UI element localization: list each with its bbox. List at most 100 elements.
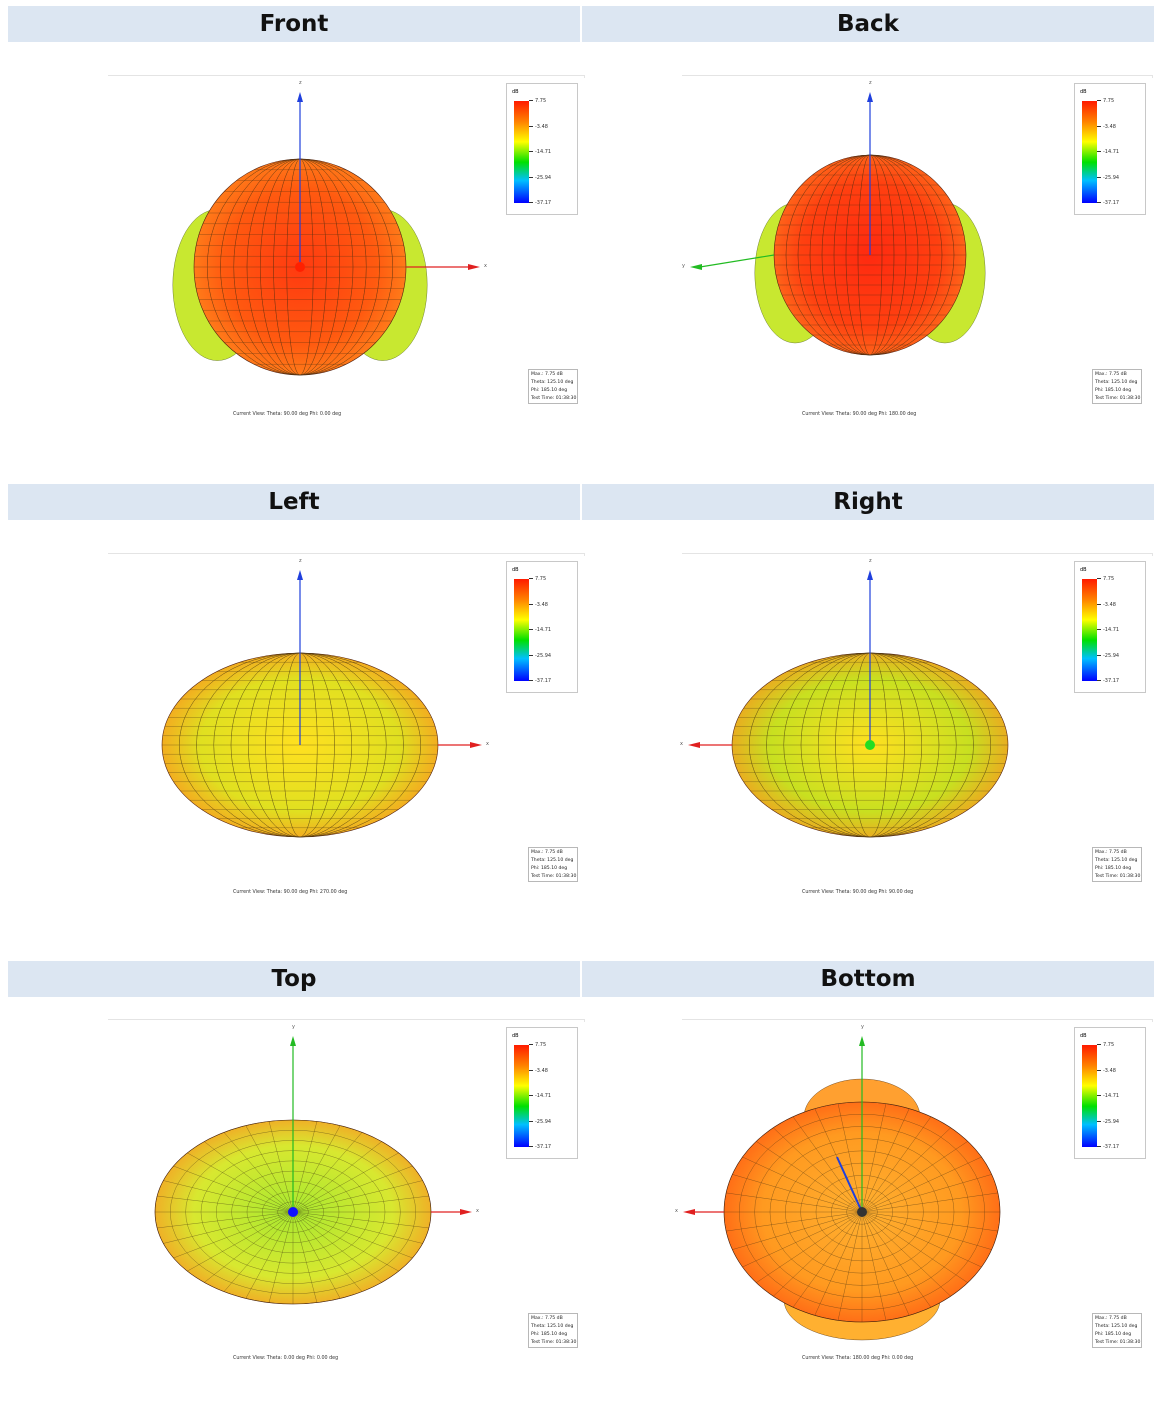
panel-front-main-lobe <box>194 159 406 375</box>
info-phi: Phi: 185.10 deg <box>531 865 575 873</box>
panel-top-max-info: Max.: 7.75 dB Theta: 125.10 deg Phi: 185.1… <box>528 1313 578 1348</box>
legend-color-bar <box>1082 579 1097 681</box>
panel-top-main-lobe <box>155 1120 431 1304</box>
legend-tick: -25.94 <box>529 1119 551 1125</box>
panel-bottom-lower-lobe <box>784 1260 940 1340</box>
panel-bottom-axis-up-arrow <box>859 1036 865 1046</box>
legend-tick: -37.17 <box>529 200 551 206</box>
legend-color-bar <box>514 101 529 203</box>
panel-left-mesh <box>162 653 438 837</box>
panel-left-max-info: Max.: 7.75 dB Theta: 125.10 deg Phi: 185.1… <box>528 847 578 882</box>
info-theta: Theta: 125.10 deg <box>531 1323 575 1331</box>
panel-front-axis-side-label: x <box>484 263 487 269</box>
panel-back-axis-side-label: y <box>682 263 685 269</box>
panel-right-main-lobe <box>732 653 1008 837</box>
info-max: Max.: 7.75 dB <box>1095 1315 1139 1323</box>
panel-front-side-lobe-right <box>338 209 427 360</box>
panel-right-center-marker <box>865 740 875 750</box>
panel-back-mesh <box>774 155 966 355</box>
panel-top-center-marker <box>288 1207 298 1217</box>
info-theta: Theta: 125.10 deg <box>1095 379 1139 387</box>
panel-right-axis-side-label: x <box>680 741 683 747</box>
panel-back-axis-side-arrow <box>690 264 702 270</box>
panel-top-color-legend: dB 7.75 -3.48 -14.71 -25.94 -37.17 <box>506 1027 578 1159</box>
legend-tick: 7.75 <box>1097 576 1114 582</box>
legend-tick: -25.94 <box>529 175 551 181</box>
panel-bottom-mesh <box>724 1102 1000 1322</box>
info-time: Test Time: 01:38:30 <box>531 1339 575 1347</box>
panel-front-color-legend: dB 7.75 -3.48 -14.71 -25.94 -37.17 <box>506 83 578 215</box>
panel-right-axis-up-label: z <box>869 558 872 564</box>
panel-top-current-view: Current View: Theta: 0.00 deg Phi: 0.00 … <box>233 1356 338 1361</box>
panel-right-current-view: Current View: Theta: 90.00 deg Phi: 90.0… <box>802 890 913 895</box>
legend-tick: -25.94 <box>1097 1119 1119 1125</box>
panel-top-plot-frame <box>108 1019 585 1022</box>
info-time: Test Time: 01:38:30 <box>531 873 575 881</box>
legend-tick: -25.94 <box>1097 653 1119 659</box>
panel-bottom-axis-side-arrow <box>683 1209 695 1215</box>
panel-left-current-view: Current View: Theta: 90.00 deg Phi: 270.… <box>233 890 347 895</box>
panel-right-axis-side-arrow <box>688 742 700 748</box>
legend-unit: dB <box>1080 1033 1087 1039</box>
panel-bottom-max-direction <box>837 1157 862 1212</box>
panel-right-axis-up-arrow <box>867 570 873 580</box>
panel-back-max-info: Max.: 7.75 dB Theta: 125.10 deg Phi: 185.1… <box>1092 369 1142 404</box>
info-max: Max.: 7.75 dB <box>1095 371 1139 379</box>
legend-color-bar <box>1082 101 1097 203</box>
info-theta: Theta: 125.10 deg <box>1095 857 1139 865</box>
panel-left-axis-side-label: x <box>486 741 489 747</box>
panel-right-color-legend: dB 7.75 -3.48 -14.71 -25.94 -37.17 <box>1074 561 1146 693</box>
info-time: Test Time: 01:38:30 <box>1095 395 1139 403</box>
legend-tick: -14.71 <box>1097 149 1119 155</box>
info-time: Test Time: 01:38:30 <box>1095 873 1139 881</box>
panel-back-axis-up-label: z <box>869 80 872 86</box>
panel-right-title: Right <box>582 484 1154 520</box>
panel-bottom-plot-frame <box>682 1019 1153 1022</box>
legend-color-bar <box>1082 1045 1097 1147</box>
info-phi: Phi: 185.10 deg <box>1095 387 1139 395</box>
panel-top-axis-side-label: x <box>476 1208 479 1214</box>
info-max: Max.: 7.75 dB <box>531 371 575 379</box>
legend-tick: -25.94 <box>1097 175 1119 181</box>
panel-top-mesh <box>155 1120 431 1304</box>
info-phi: Phi: 185.10 deg <box>1095 1331 1139 1339</box>
legend-unit: dB <box>1080 89 1087 95</box>
legend-unit: dB <box>512 1033 519 1039</box>
panel-back-title: Back <box>582 6 1154 42</box>
panel-bottom-axis-side-label: x <box>675 1208 678 1214</box>
info-max: Max.: 7.75 dB <box>531 1315 575 1323</box>
info-max: Max.: 7.75 dB <box>1095 849 1139 857</box>
panel-back-side-lobe-right <box>905 203 986 343</box>
info-time: Test Time: 01:38:30 <box>1095 1339 1139 1347</box>
panel-front-center-marker <box>295 262 305 272</box>
legend-tick: -25.94 <box>529 653 551 659</box>
panel-left-axis-up-arrow <box>297 570 303 580</box>
info-phi: Phi: 185.10 deg <box>531 387 575 395</box>
panel-bottom-upper-lobe <box>804 1079 920 1155</box>
legend-color-bar <box>514 1045 529 1147</box>
legend-unit: dB <box>512 567 519 573</box>
panel-front-current-view: Current View: Theta: 90.00 deg Phi: 0.00… <box>233 412 341 417</box>
info-phi: Phi: 185.10 deg <box>1095 865 1139 873</box>
panel-front-plot-frame <box>108 75 585 78</box>
info-theta: Theta: 125.10 deg <box>531 857 575 865</box>
info-theta: Theta: 125.10 deg <box>531 379 575 387</box>
panel-bottom-current-view: Current View: Theta: 180.00 deg Phi: 0.0… <box>802 1356 913 1361</box>
legend-tick: -37.17 <box>1097 678 1119 684</box>
panel-front-axis-up-label: z <box>299 80 302 86</box>
panel-top-title: Top <box>8 961 580 997</box>
panel-left-plot-frame <box>108 553 585 556</box>
panel-back-side-lobe-left <box>755 203 836 343</box>
legend-tick: -3.48 <box>529 602 548 608</box>
legend-tick: -3.48 <box>1097 602 1116 608</box>
legend-color-bar <box>514 579 529 681</box>
panel-right-plot-frame <box>682 553 1153 556</box>
panel-front-axis-side-arrow <box>468 264 480 270</box>
panel-bottom-axis-up-label: y <box>861 1024 864 1030</box>
legend-tick: 7.75 <box>1097 1042 1114 1048</box>
panel-back-axis-up-arrow <box>867 92 873 102</box>
panel-back-plot-frame <box>682 75 1153 78</box>
panel-top-axis-side-arrow <box>460 1209 472 1215</box>
panel-left-title: Left <box>8 484 580 520</box>
legend-tick: -14.71 <box>1097 1093 1119 1099</box>
